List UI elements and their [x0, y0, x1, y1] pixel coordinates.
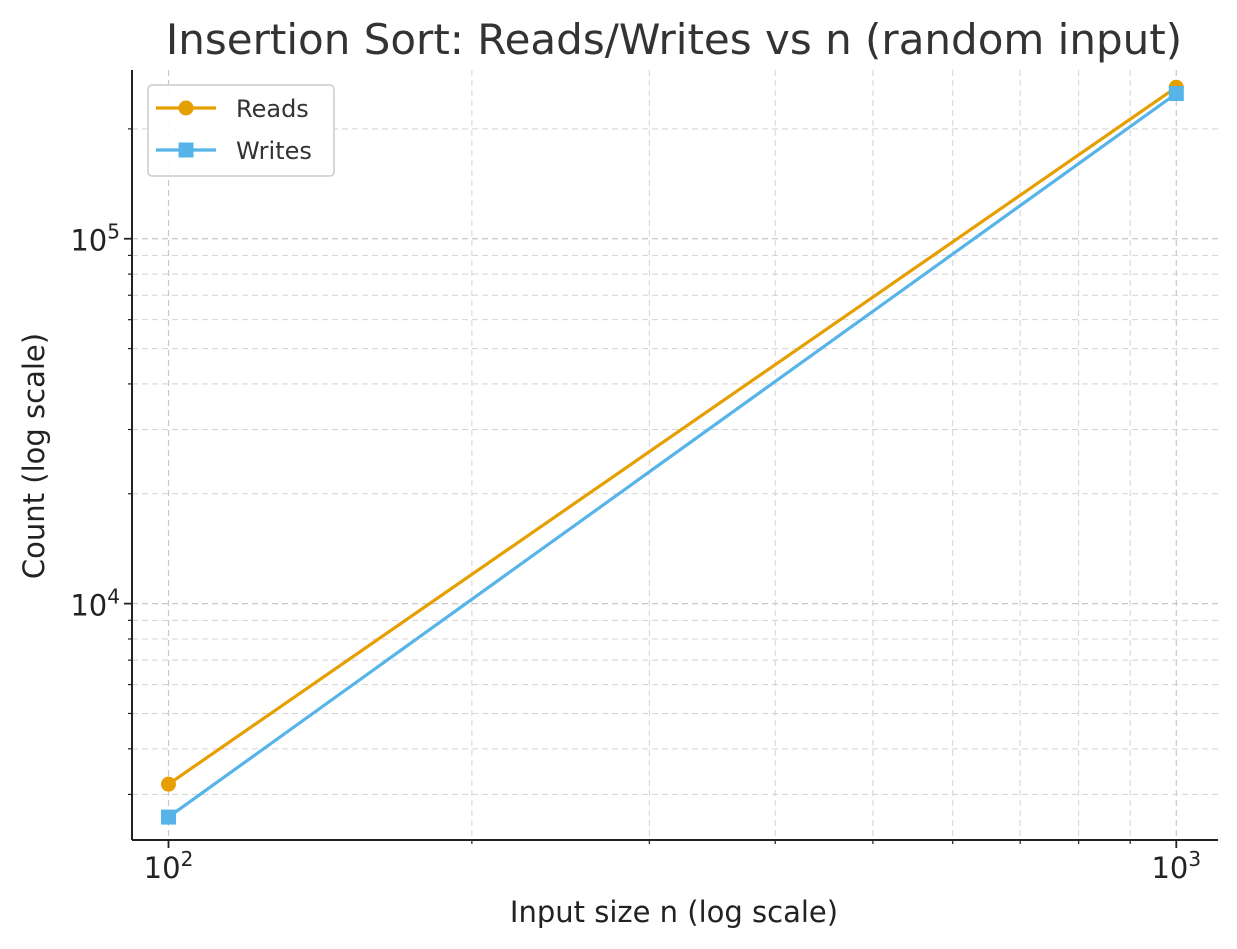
y-axis-label: Count (log scale) [17, 333, 51, 579]
legend-label-writes: Writes [236, 137, 312, 165]
y-tick-label: 104 [70, 585, 120, 623]
series-layer [160, 79, 1184, 825]
chart-title: Insertion Sort: Reads/Writes vs n (rando… [166, 15, 1182, 64]
data-point-writes [1168, 86, 1184, 102]
legend-label-reads: Reads [236, 95, 309, 123]
x-axis-ticks: 102 103 [144, 840, 1201, 885]
legend-marker-writes [178, 142, 194, 158]
data-point-reads [160, 776, 176, 792]
x-tick-label: 103 [1151, 847, 1201, 885]
series-line-writes [167, 92, 1178, 819]
series-line-reads [167, 85, 1178, 786]
axes-spines [131, 70, 1218, 841]
legend-marker-reads [178, 100, 194, 116]
y-axis-ticks: 104 105 [70, 128, 132, 796]
x-tick-label: 102 [144, 847, 194, 885]
data-point-writes [160, 809, 176, 825]
x-axis-label: Input size n (log scale) [510, 895, 838, 929]
legend: Reads Writes [147, 84, 335, 177]
grid-lines [132, 70, 1218, 840]
y-tick-label: 105 [70, 220, 120, 258]
